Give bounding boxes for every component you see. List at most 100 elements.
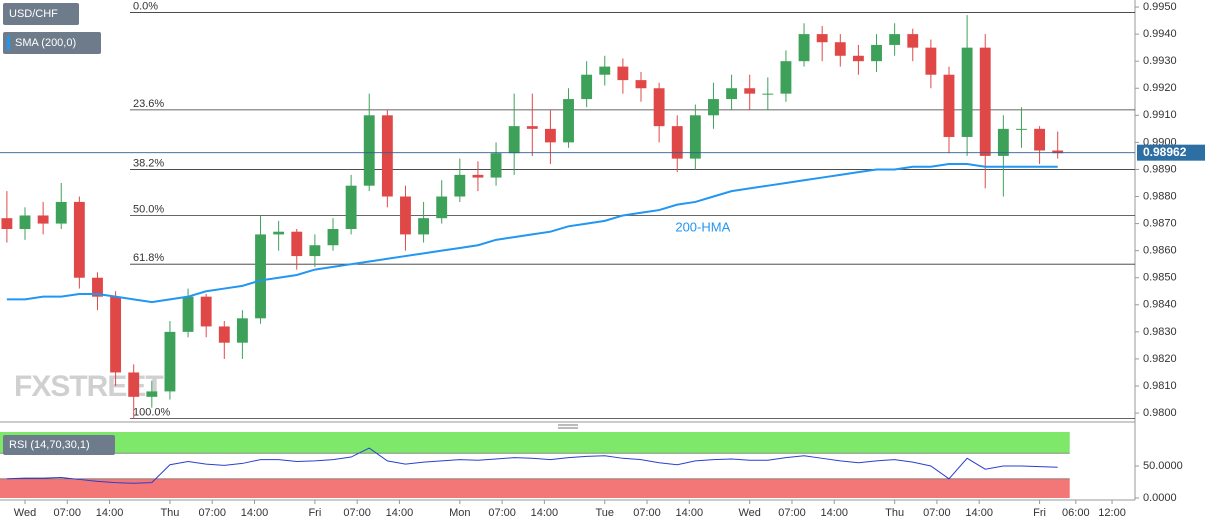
x-tick-label: 12:00 bbox=[1098, 507, 1126, 519]
rsi-title-box bbox=[3, 435, 115, 455]
candle-body bbox=[762, 93, 774, 95]
candle-body bbox=[726, 88, 738, 100]
x-tick-label: 14:00 bbox=[965, 507, 993, 519]
last-price-label: 0.98962 bbox=[1143, 145, 1187, 159]
candle-body bbox=[309, 245, 321, 257]
symbol-box bbox=[3, 3, 79, 25]
y-tick-label: 0.9820 bbox=[1143, 353, 1177, 365]
y-tick-label: 0.9840 bbox=[1143, 299, 1177, 311]
y-tick-label: 0.9890 bbox=[1143, 163, 1177, 175]
candle-body bbox=[436, 196, 448, 219]
rsi-title: RSI (14,70,30,1) bbox=[9, 439, 90, 451]
oversold-zone bbox=[0, 478, 1070, 498]
x-tick-label: 14:00 bbox=[386, 507, 414, 519]
candle-body bbox=[1, 218, 13, 230]
candle-body bbox=[73, 201, 85, 278]
x-tick-label: Wed bbox=[738, 507, 760, 519]
candle-body bbox=[128, 372, 140, 397]
resize-handle[interactable] bbox=[558, 424, 578, 429]
x-tick-label: Tue bbox=[595, 507, 614, 519]
y-tick-label: 0.9910 bbox=[1143, 109, 1177, 121]
y-tick-label: 50.0000 bbox=[1143, 460, 1183, 472]
line-annotation: 200-HMA bbox=[675, 219, 730, 234]
candle-body bbox=[1016, 128, 1027, 130]
candle-body bbox=[671, 126, 683, 159]
candle-body bbox=[544, 128, 556, 143]
x-tick-label: Fri bbox=[1033, 507, 1046, 519]
candle-body bbox=[708, 99, 719, 116]
candle-body bbox=[236, 318, 248, 343]
candle-body bbox=[907, 34, 919, 48]
candle-body bbox=[218, 326, 230, 343]
y-tick-label: 0.9880 bbox=[1143, 190, 1177, 202]
x-tick-label: 07:00 bbox=[923, 507, 951, 519]
x-tick-label: 07:00 bbox=[54, 507, 82, 519]
candle-body bbox=[816, 34, 828, 43]
candle-body bbox=[563, 99, 574, 143]
candle-body bbox=[182, 296, 194, 332]
candle-body bbox=[798, 34, 810, 62]
candle-body bbox=[925, 47, 937, 75]
candle-body bbox=[92, 277, 103, 297]
candle-body bbox=[689, 115, 701, 159]
y-tick-label: 0.9920 bbox=[1143, 82, 1177, 94]
candle-body bbox=[472, 174, 484, 178]
x-tick-label: 07:00 bbox=[343, 507, 371, 519]
candle-body bbox=[889, 34, 901, 45]
candle-body bbox=[146, 391, 158, 397]
candle-body bbox=[110, 296, 122, 373]
candle-body bbox=[852, 55, 864, 62]
x-tick-label: Wed bbox=[14, 507, 36, 519]
x-tick-label: Thu bbox=[160, 507, 179, 519]
symbol-label: USD/CHF bbox=[9, 8, 58, 20]
candle-body bbox=[526, 126, 538, 129]
candle-body bbox=[1034, 128, 1046, 151]
x-tick-label: 06:00 bbox=[1062, 507, 1090, 519]
last-price-box bbox=[1137, 144, 1205, 161]
x-tick-label: 14:00 bbox=[820, 507, 848, 519]
x-tick-label: 14:00 bbox=[96, 507, 124, 519]
rsi-line bbox=[6, 447, 1058, 484]
candle-body bbox=[943, 74, 955, 137]
x-tick-label: 14:00 bbox=[531, 507, 559, 519]
y-tick-label: 0.9870 bbox=[1143, 217, 1177, 229]
x-tick-label: 07:00 bbox=[778, 507, 806, 519]
y-tick-label: 0.0000 bbox=[1143, 492, 1177, 504]
candle-body bbox=[599, 66, 611, 75]
candle-body bbox=[19, 215, 31, 230]
candle-body bbox=[418, 218, 430, 235]
candle-body bbox=[363, 115, 375, 186]
candle-body bbox=[997, 128, 1009, 156]
candle-body bbox=[273, 231, 285, 235]
y-tick-label: 0.9810 bbox=[1143, 380, 1177, 392]
candle-body bbox=[400, 196, 411, 235]
candle-body bbox=[327, 229, 339, 246]
fib-label: 100.0% bbox=[133, 406, 171, 418]
y-tick-label: 0.9950 bbox=[1143, 1, 1177, 13]
y-tick-label: 0.9940 bbox=[1143, 28, 1177, 40]
fib-label: 61.8% bbox=[133, 252, 164, 264]
candle-body bbox=[381, 115, 393, 197]
candle-body bbox=[871, 44, 882, 62]
sma-line bbox=[6, 163, 1058, 304]
candle-body bbox=[1052, 150, 1064, 154]
candle-body bbox=[508, 126, 520, 154]
y-tick-label: 0.9850 bbox=[1143, 272, 1177, 284]
candle-body bbox=[164, 331, 176, 392]
y-tick-label: 0.9830 bbox=[1143, 326, 1177, 338]
legend-label: SMA (200,0) bbox=[15, 37, 76, 49]
candle-body bbox=[454, 174, 466, 197]
legend-box bbox=[3, 32, 101, 54]
candle-body bbox=[200, 296, 212, 327]
watermark: FXSTREET bbox=[14, 370, 163, 403]
x-tick-label: 14:00 bbox=[241, 507, 269, 519]
x-tick-label: 07:00 bbox=[198, 507, 226, 519]
legend-swatch bbox=[7, 36, 10, 50]
candle-body bbox=[834, 42, 846, 56]
fib-label: 38.2% bbox=[133, 157, 164, 169]
candle-body bbox=[744, 88, 756, 94]
candle-body bbox=[979, 47, 991, 156]
x-tick-label: Mon bbox=[449, 507, 470, 519]
candle-body bbox=[255, 234, 266, 319]
